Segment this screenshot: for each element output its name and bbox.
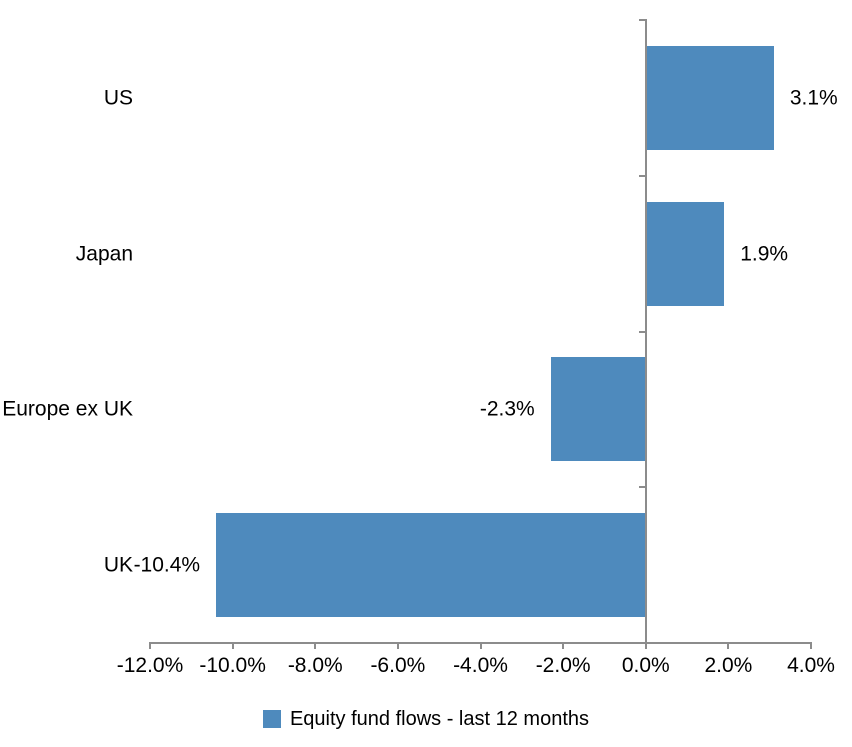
category-boundary-tick bbox=[638, 642, 647, 644]
x-tick bbox=[314, 643, 317, 649]
x-tick bbox=[479, 643, 482, 649]
bar-japan bbox=[645, 201, 725, 306]
category-boundary-tick bbox=[638, 330, 647, 333]
category-boundary-tick bbox=[638, 486, 647, 489]
x-tick-label: 2.0% bbox=[704, 654, 753, 677]
category-label-uk: UK bbox=[103, 553, 133, 577]
x-tick-label: -8.0% bbox=[287, 654, 343, 677]
x-tick-label: -10.0% bbox=[199, 654, 266, 677]
x-tick-label: -2.0% bbox=[535, 654, 591, 677]
x-tick-label: 0.0% bbox=[621, 654, 670, 677]
x-tick bbox=[149, 643, 151, 649]
x-tick bbox=[727, 643, 730, 649]
x-tick-label: -6.0% bbox=[370, 654, 426, 677]
x-tick-label: -12.0% bbox=[116, 654, 184, 677]
category-label-europe-ex-uk: Europe ex UK bbox=[2, 397, 133, 421]
x-tick bbox=[562, 643, 565, 649]
x-tick bbox=[231, 643, 234, 649]
legend-swatch-icon bbox=[262, 710, 281, 728]
legend-label: Equity fund flows - last 12 months bbox=[289, 708, 590, 730]
category-boundary-tick bbox=[638, 19, 647, 21]
data-label-uk: -10.4% bbox=[133, 553, 201, 577]
x-tick bbox=[810, 643, 812, 649]
bar-uk bbox=[216, 513, 646, 618]
x-tick-label: -4.0% bbox=[453, 654, 508, 677]
category-boundary-tick bbox=[638, 174, 647, 177]
y-axis-line bbox=[644, 20, 647, 649]
data-label-us: 3.1% bbox=[789, 86, 838, 110]
x-tick bbox=[396, 643, 399, 649]
bar-us bbox=[645, 45, 774, 150]
x-tick-label: 4.0% bbox=[787, 654, 835, 677]
x-tick bbox=[644, 643, 647, 649]
category-label-us: US bbox=[103, 86, 133, 110]
legend: Equity fund flows - last 12 months bbox=[0, 706, 852, 732]
data-label-japan: 1.9% bbox=[740, 242, 789, 266]
category-label-japan: Japan bbox=[75, 242, 133, 266]
bar-europe-ex-uk bbox=[550, 357, 646, 462]
data-label-europe-ex-uk: -2.3% bbox=[479, 397, 535, 421]
